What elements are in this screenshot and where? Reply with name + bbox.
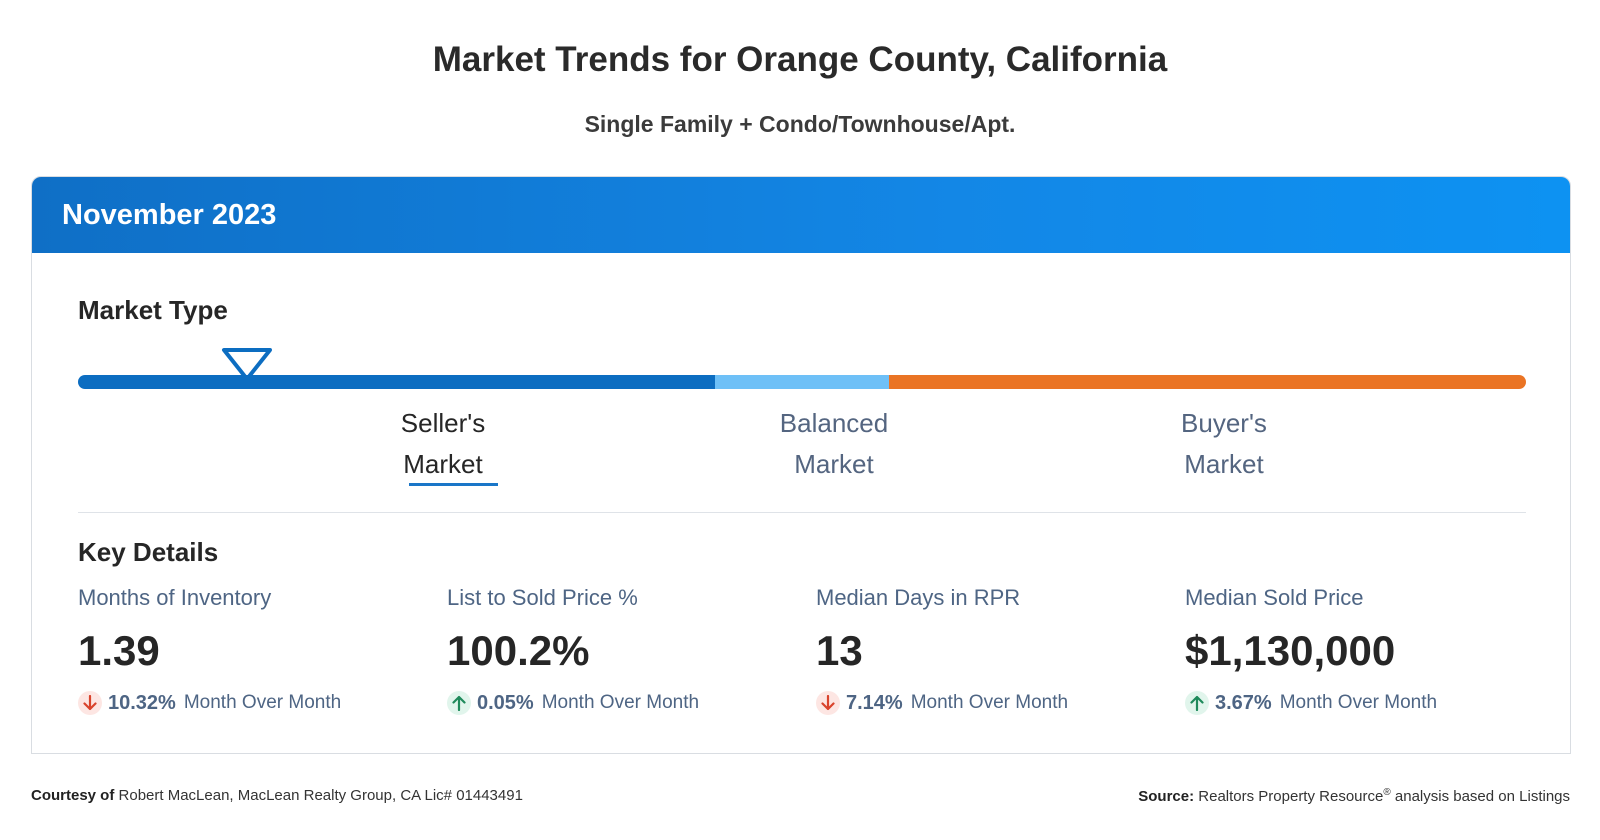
metric-change: 7.14% Month Over Month xyxy=(816,689,1176,717)
period-title: November 2023 xyxy=(62,199,277,231)
metric-value: 1.39 xyxy=(78,627,160,674)
market-label-line2: Market xyxy=(794,449,874,479)
section-divider xyxy=(78,512,1526,513)
market-label-line2: Market xyxy=(403,449,483,479)
courtesy-text: Robert MacLean, MacLean Realty Group, CA… xyxy=(118,787,523,804)
arrow-up-icon xyxy=(447,691,471,715)
market-label-buyer: Buyer's Market xyxy=(1104,403,1344,485)
market-label-line1: Buyer's xyxy=(1181,408,1267,438)
market-label-line1: Balanced xyxy=(779,408,889,438)
metric-label: Median Days in RPR xyxy=(816,585,1021,610)
metric-label: Median Sold Price xyxy=(1185,585,1364,610)
metric-months-of-inventory: Months of Inventory 1.39 10.32% Month Ov… xyxy=(78,585,438,717)
page-title: Market Trends for Orange County, Califor… xyxy=(432,40,1168,79)
page-subtitle: Single Family + Condo/Townhouse/Apt. xyxy=(584,111,1016,137)
market-label-seller: Seller's Market xyxy=(323,403,563,485)
arrow-down-icon xyxy=(78,691,102,715)
source-text: Realtors Property Resource xyxy=(1198,788,1384,805)
active-market-underline xyxy=(409,483,498,486)
source-text-suffix: analysis based on Listings xyxy=(1394,788,1570,805)
market-label-line2: Market xyxy=(1184,449,1264,479)
meter-segment-seller xyxy=(78,375,715,389)
metric-label: List to Sold Price % xyxy=(447,585,638,610)
footer-source: Source: Realtors Property Resource® anal… xyxy=(1138,787,1570,805)
footer-courtesy: Courtesy of Robert MacLean, MacLean Real… xyxy=(31,787,523,804)
market-type-title: Market Type xyxy=(78,295,228,325)
courtesy-label: Courtesy of xyxy=(31,787,115,804)
metric-list-to-sold-price: List to Sold Price % 100.2% 0.05% Month … xyxy=(447,585,807,717)
change-percent: 10.32% xyxy=(108,691,176,714)
arrow-down-icon xyxy=(816,691,840,715)
change-suffix: Month Over Month xyxy=(183,692,342,713)
registered-mark: ® xyxy=(1383,787,1391,798)
change-suffix: Month Over Month xyxy=(541,692,700,713)
change-percent: 3.67% xyxy=(1215,691,1272,714)
meter-segment-balanced xyxy=(715,375,889,389)
metric-value: $1,130,000 xyxy=(1185,627,1396,674)
metric-median-sold-price: Median Sold Price $1,130,000 3.67% Month… xyxy=(1185,585,1545,717)
metric-label: Months of Inventory xyxy=(78,585,272,610)
metric-value: 13 xyxy=(816,627,863,674)
change-percent: 7.14% xyxy=(846,691,903,714)
meter-segment-buyer xyxy=(889,375,1526,389)
market-trends-card: November 2023 Market Type Seller's Marke… xyxy=(31,176,1571,754)
arrow-up-icon xyxy=(1185,691,1209,715)
card-header: November 2023 xyxy=(32,177,1570,253)
change-suffix: Month Over Month xyxy=(910,692,1069,713)
market-label-balanced: Balanced Market xyxy=(714,403,954,485)
market-type-meter xyxy=(78,375,1526,389)
metric-change: 3.67% Month Over Month xyxy=(1185,689,1545,717)
metric-value: 100.2% xyxy=(447,627,590,674)
market-label-line1: Seller's xyxy=(400,408,486,438)
metric-change: 0.05% Month Over Month xyxy=(447,689,807,717)
source-label: Source: xyxy=(1138,788,1195,805)
metric-median-days-in-rpr: Median Days in RPR 13 7.14% Month Over M… xyxy=(816,585,1176,717)
metric-change: 10.32% Month Over Month xyxy=(78,689,438,717)
key-details-title: Key Details xyxy=(78,537,219,567)
change-suffix: Month Over Month xyxy=(1279,692,1438,713)
change-percent: 0.05% xyxy=(477,691,534,714)
triangle-down-icon xyxy=(222,348,272,381)
